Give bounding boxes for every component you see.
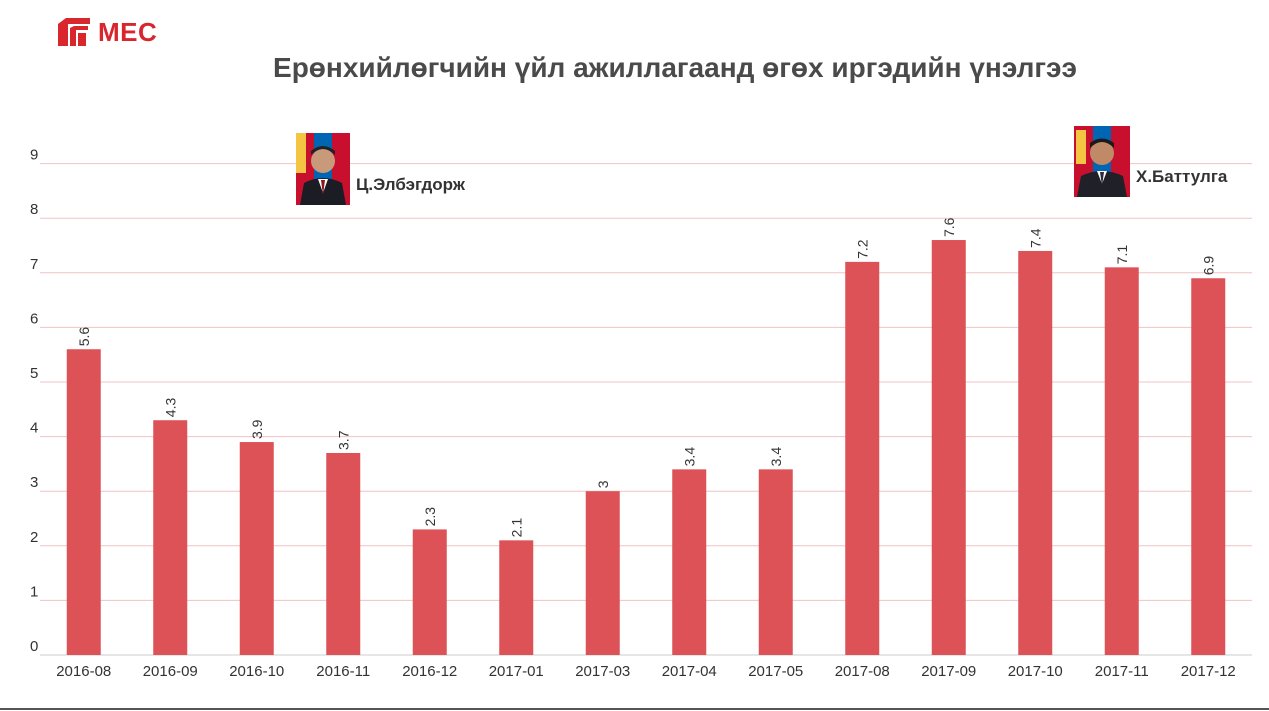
y-tick-label: 5 [30,365,38,382]
bar-value-label: 3.9 [249,419,265,439]
x-tick-label: 2017-05 [748,663,803,680]
y-tick-label: 1 [30,583,38,600]
bar [758,469,793,655]
bar-value-label: 2.3 [422,507,438,527]
x-tick-label: 2016-10 [229,663,284,680]
y-tick-label: 6 [30,310,38,327]
x-tick-label: 2017-12 [1181,663,1236,680]
x-tick-label: 2016-08 [56,663,111,680]
chart-title: Ерөнхийлөгчийн үйл ажиллагаанд өгөх иргэ… [273,52,1077,83]
y-tick-label: 7 [30,256,38,273]
bar-value-label: 6.9 [1200,256,1216,276]
bar [412,529,447,655]
bar [672,469,707,655]
bar-value-label: 5.6 [76,327,92,347]
bar-value-label: 7.6 [941,217,957,237]
bar-value-label: 3.4 [768,447,784,467]
bar [326,452,361,655]
x-tick-label: 2017-10 [1008,663,1063,680]
y-tick-label: 4 [30,420,38,437]
x-tick-label: 2017-08 [835,663,890,680]
x-tick-label: 2017-04 [662,663,717,680]
logo-text: MEC [98,16,158,47]
bar-value-label: 7.4 [1027,228,1043,248]
portrait-elbegdorj-icon [296,133,350,205]
bar [845,261,880,655]
x-tick-label: 2016-12 [402,663,457,680]
bar [499,540,534,655]
bar-value-label: 3.7 [335,430,351,450]
bar-value-label: 3 [595,480,611,488]
x-tick-label: 2017-09 [921,663,976,680]
bar [239,442,274,655]
mec-logo-icon [54,14,94,50]
x-tick-label: 2017-01 [489,663,544,680]
bar [153,420,188,655]
bar [931,240,966,656]
y-tick-label: 8 [30,201,38,218]
y-tick-label: 9 [30,147,38,164]
president-name: Х.Баттулга [1136,167,1228,186]
bar [585,491,620,655]
bottom-rule [0,708,1269,710]
bar-value-label: 2.1 [508,518,524,538]
bar [66,349,101,655]
bar-value-label: 3.4 [681,447,697,467]
portrait-battulga-icon [1074,126,1130,197]
bar [1191,278,1226,655]
y-tick-label: 3 [30,474,38,491]
bar [1018,250,1053,655]
bar-value-label: 7.1 [1114,245,1130,265]
x-tick-label: 2016-09 [143,663,198,680]
president-name: Ц.Элбэгдорж [356,175,465,194]
bar [1104,267,1139,655]
y-tick-label: 2 [30,529,38,546]
president-annotation-elbegdorj: Ц.Элбэгдорж [296,133,465,205]
y-tick-label: 0 [30,638,38,655]
x-tick-label: 2017-11 [1095,663,1149,680]
bar-value-label: 4.3 [162,398,178,418]
bar-value-label: 7.2 [854,239,870,259]
x-tick-label: 2016-11 [316,663,370,680]
president-annotation-battulga: Х.Баттулга [1074,126,1227,197]
x-tick-label: 2017-03 [575,663,630,680]
mec-logo: MEC [54,14,157,50]
